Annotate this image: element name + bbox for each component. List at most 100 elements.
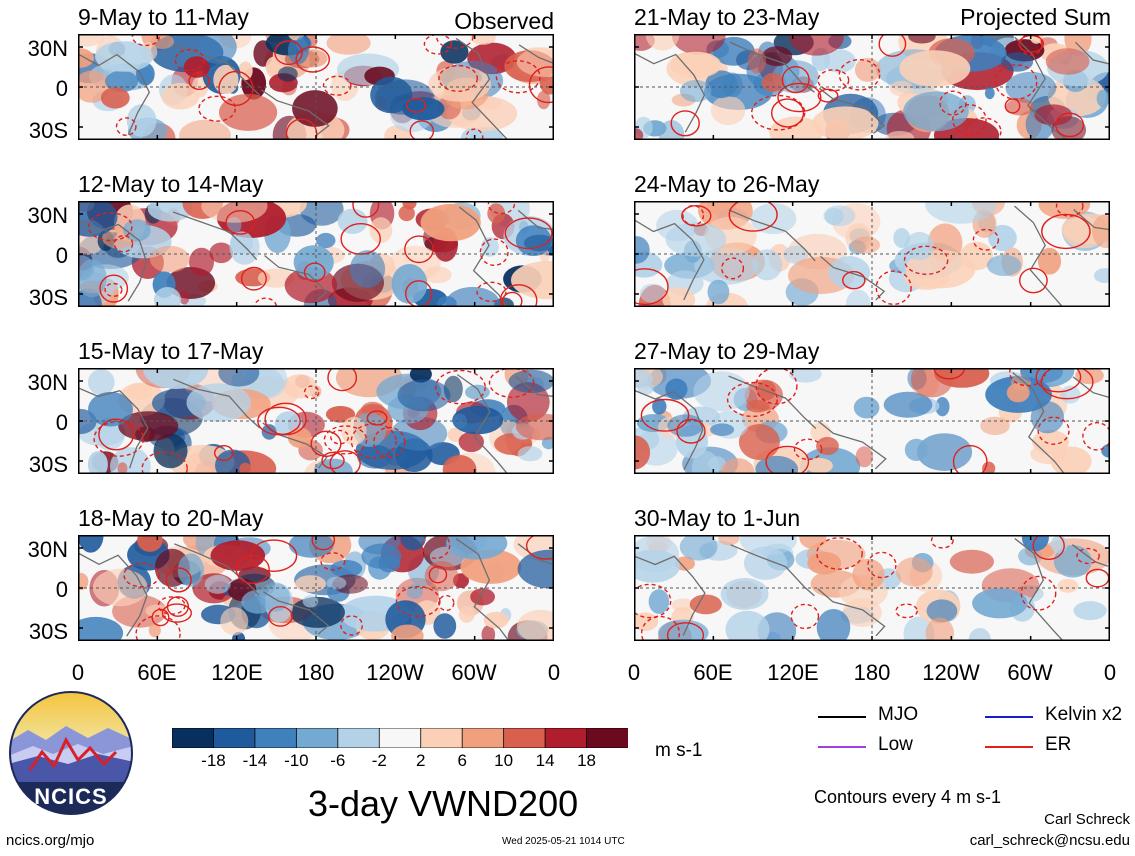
er-contour bbox=[161, 603, 192, 623]
anomaly-blob bbox=[1030, 401, 1065, 434]
anomaly-blob bbox=[326, 34, 371, 55]
er-contour bbox=[1032, 535, 1065, 560]
er-contour bbox=[930, 535, 954, 549]
anomaly-blob bbox=[710, 423, 735, 436]
coastline bbox=[515, 376, 554, 398]
er-contour bbox=[123, 562, 160, 588]
coastline bbox=[455, 538, 510, 641]
anomaly-blob bbox=[823, 205, 856, 227]
anomaly-blob bbox=[658, 120, 685, 140]
anomaly-blob bbox=[153, 433, 188, 469]
er-contour bbox=[750, 94, 806, 131]
panel-title-8: 30-May to 1-Jun bbox=[634, 505, 801, 531]
anomaly-blob bbox=[769, 116, 823, 140]
author-name: Carl Schreck bbox=[1044, 811, 1130, 828]
anomaly-blob bbox=[261, 424, 277, 440]
main-title: 3-day VWND200 bbox=[308, 783, 579, 824]
legend-label-kelvin: Kelvin x2 bbox=[1045, 704, 1123, 725]
lat-label-30n-r2: 30N bbox=[27, 203, 68, 228]
er-contour bbox=[438, 594, 455, 612]
anomaly-blob bbox=[287, 427, 312, 448]
anomaly-blob bbox=[460, 128, 485, 140]
er-contour bbox=[793, 438, 823, 461]
er-contour bbox=[972, 228, 1000, 251]
colorbar-swatch bbox=[254, 728, 298, 748]
coastline bbox=[264, 254, 328, 302]
anomaly-blob bbox=[883, 391, 933, 418]
er-contour bbox=[1082, 422, 1110, 451]
anomaly-blob bbox=[137, 535, 163, 552]
anomaly-blob bbox=[210, 540, 266, 571]
er-contour bbox=[285, 118, 318, 140]
anomaly-blob bbox=[722, 72, 743, 98]
anomaly-blob bbox=[378, 554, 401, 573]
anomaly-blob bbox=[1037, 247, 1062, 275]
er-contour bbox=[311, 535, 336, 551]
anomaly-blob bbox=[634, 535, 679, 573]
author-email[interactable]: carl_schreck@ncsu.edu bbox=[969, 832, 1130, 849]
colorbar-swatch bbox=[172, 728, 215, 748]
anomaly-blob bbox=[679, 79, 712, 103]
er-contour bbox=[423, 34, 453, 55]
er-contour bbox=[373, 426, 406, 458]
er-contour bbox=[213, 444, 234, 461]
anomaly-blob bbox=[483, 611, 509, 629]
ncics-logo[interactable]: NCICS bbox=[8, 690, 134, 816]
er-contour bbox=[728, 201, 778, 232]
anomaly-blob bbox=[725, 610, 770, 641]
er-contour bbox=[726, 381, 778, 418]
anomaly-blob bbox=[1092, 214, 1110, 249]
coastline bbox=[1014, 205, 1064, 307]
er-contour bbox=[765, 445, 810, 474]
anomaly-blob bbox=[204, 574, 231, 594]
er-contour bbox=[1020, 575, 1057, 611]
anomaly-blob bbox=[358, 535, 401, 555]
coastline bbox=[818, 87, 886, 134]
colorbar bbox=[172, 728, 628, 748]
er-contour bbox=[435, 34, 474, 49]
anomaly-blob bbox=[807, 551, 842, 575]
anomaly-blob bbox=[88, 391, 133, 427]
anomaly-blob bbox=[1050, 535, 1068, 554]
lat-label-30s-r3: 30S bbox=[28, 452, 68, 477]
colorbar-label: 6 bbox=[457, 751, 467, 770]
anomaly-blob bbox=[341, 416, 367, 446]
er-contour bbox=[1055, 201, 1084, 217]
anomaly-blob bbox=[679, 535, 718, 561]
anomaly-blob bbox=[400, 535, 426, 551]
anomaly-blob bbox=[147, 201, 193, 222]
anomaly-blob bbox=[984, 87, 995, 100]
anomaly-blob bbox=[707, 279, 730, 305]
er-contour bbox=[875, 270, 912, 305]
anomaly-blob bbox=[209, 242, 233, 264]
anomaly-blob bbox=[409, 368, 432, 383]
site-link[interactable]: ncics.org/mjo bbox=[6, 832, 95, 849]
coastline bbox=[730, 544, 815, 597]
anomaly-blob bbox=[634, 236, 650, 264]
legend-line-mjo bbox=[818, 716, 866, 718]
anomaly-blob bbox=[153, 287, 182, 307]
anomaly-blob bbox=[816, 437, 839, 455]
anomaly-blob bbox=[1060, 385, 1081, 404]
coastline bbox=[78, 218, 148, 302]
anomaly-blob bbox=[78, 572, 89, 591]
anomaly-blob bbox=[186, 383, 251, 422]
anomaly-blob bbox=[330, 560, 363, 578]
anomaly-blob bbox=[288, 535, 334, 558]
er-contour bbox=[366, 410, 388, 426]
lon-label-l2: 120E bbox=[211, 660, 263, 685]
er-contour bbox=[816, 537, 863, 570]
colorbar-label: -6 bbox=[330, 751, 346, 770]
anomaly-blob bbox=[470, 34, 496, 45]
coastline bbox=[517, 209, 554, 230]
panel-observed-3 bbox=[78, 368, 554, 474]
er-contour bbox=[640, 398, 690, 432]
lat-label-30s-r2: 30S bbox=[28, 285, 68, 310]
anomaly-blob bbox=[148, 623, 161, 638]
er-contour bbox=[682, 204, 705, 226]
anomaly-blob bbox=[823, 49, 856, 73]
contour-note: Contours every 4 m s-1 bbox=[814, 787, 1002, 807]
anomaly-blob bbox=[806, 458, 833, 474]
panel-projected-1 bbox=[634, 34, 1110, 140]
anomaly-blob bbox=[299, 201, 344, 226]
